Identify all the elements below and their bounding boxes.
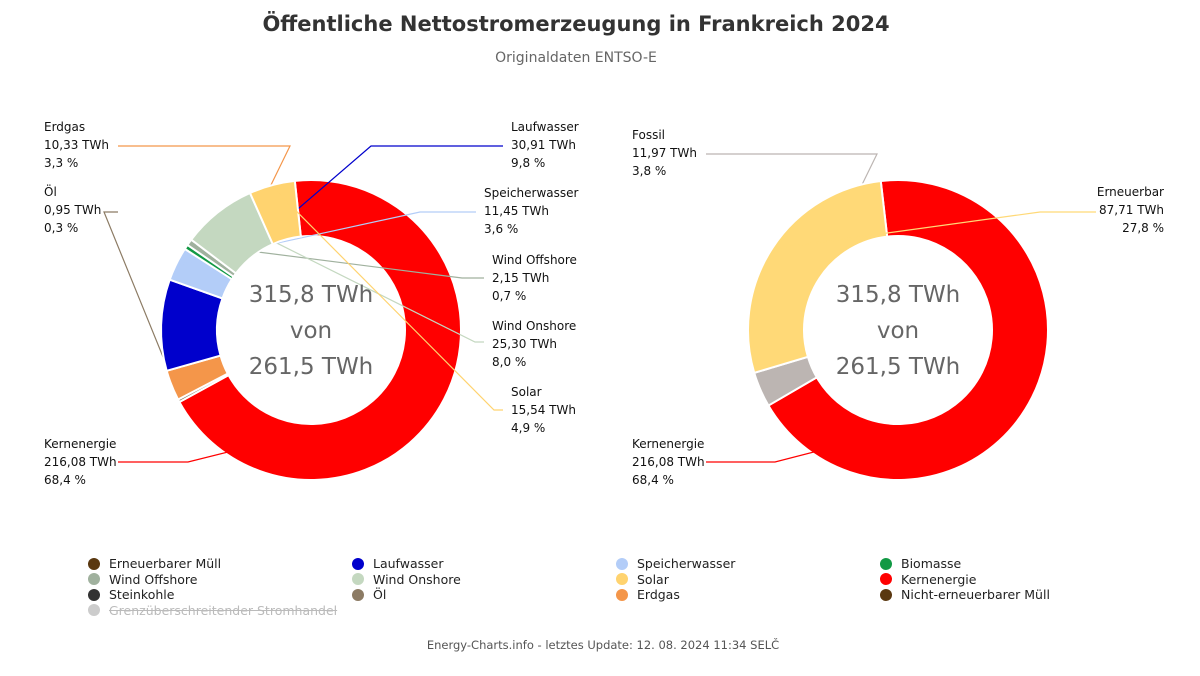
legend-marker-icon bbox=[352, 573, 364, 586]
connector-oel bbox=[103, 211, 182, 401]
slice-kernenergie[interactable] bbox=[767, 179, 1049, 481]
legend-marker-icon bbox=[616, 557, 628, 570]
legend-marker-icon bbox=[88, 557, 100, 570]
footer-update-info: Energy-Charts.info - letztes Update: 12.… bbox=[426, 638, 780, 652]
chart-title: Öffentliche Nettostromerzeugung in Frank… bbox=[262, 12, 890, 36]
legend-marker-icon bbox=[616, 588, 628, 601]
legend: Erneuerbarer Müll Laufwasser Speicherwasse… bbox=[88, 556, 1128, 618]
legend-marker-icon bbox=[88, 573, 100, 586]
data-label-speicherwasser-value-label: 11,45 TWh bbox=[484, 204, 549, 218]
data-label-speicherwasser-percent-label: 3,6 % bbox=[484, 222, 518, 236]
data-label-erdgas-percent-label: 3,3 % bbox=[44, 156, 78, 170]
data-label-erdgas-value-label: 10,33 TWh bbox=[44, 138, 109, 152]
slice-erneuerbar[interactable] bbox=[747, 179, 889, 375]
data-label-fossil-value-label: 11,97 TWh bbox=[632, 146, 697, 160]
data-label-kernenergie-value-label: 216,08 TWh bbox=[632, 455, 705, 469]
legend-marker-icon bbox=[352, 557, 364, 570]
legend-item-erneuerbarer-muell[interactable]: Erneuerbarer Müll bbox=[88, 556, 352, 572]
connector-solar bbox=[272, 186, 503, 411]
connector-wind-onshore bbox=[218, 213, 484, 343]
legend-label: Erdgas bbox=[637, 587, 680, 603]
legend-marker-icon bbox=[880, 557, 892, 570]
legend-item-grenzueberschreitender-stromhandel[interactable]: Grenzüberschreitender Stromhandel bbox=[88, 603, 352, 619]
legend-label: Grenzüberschreitender Stromhandel bbox=[109, 602, 338, 618]
donut-charts: Kernenergie 216,08 TWh 68,4 % Öl 0,95 TWh 0,3… bbox=[44, 120, 1164, 487]
connector-erneuerbar bbox=[774, 211, 1096, 250]
data-label-wind-onshore-name: Wind Onshore bbox=[492, 319, 576, 333]
legend-label: Steinkohle bbox=[109, 587, 175, 603]
slice-solar[interactable] bbox=[248, 179, 302, 246]
slice-kernenergie[interactable] bbox=[178, 179, 462, 481]
data-label-wind-offshore-name: Wind Offshore bbox=[492, 253, 577, 267]
donut-center-text-1: 315,8 TWh bbox=[836, 282, 961, 308]
legend-item-steinkohle[interactable]: Steinkohle bbox=[88, 587, 352, 603]
data-label-solar-percent-label: 4,9 % bbox=[511, 421, 545, 435]
legend-label: Nicht-erneuerbarer Müll bbox=[901, 587, 1050, 603]
legend-item-speicherwasser[interactable]: Speicherwasser bbox=[616, 556, 880, 572]
legend-label: Öl bbox=[373, 587, 387, 603]
data-label-kernenergie-percent-label: 68,4 % bbox=[632, 473, 674, 487]
donut-chart-1: Kernenergie 216,08 TWh 68,4 % Öl 0,95 TWh 0,3… bbox=[44, 120, 579, 487]
legend-label: Wind Onshore bbox=[373, 571, 461, 587]
data-label-kernenergie-percent-label: 68,4 % bbox=[44, 473, 86, 487]
legend-marker-icon bbox=[88, 604, 100, 617]
connector-kernenergie bbox=[118, 397, 443, 463]
data-label-speicherwasser-name: Speicherwasser bbox=[484, 186, 579, 200]
data-label-wind-offshore-value-label: 2,15 TWh bbox=[492, 271, 549, 285]
data-label-laufwasser-percent-label: 9,8 % bbox=[511, 156, 545, 170]
data-label-erneuerbar-name: Erneuerbar bbox=[1097, 185, 1164, 199]
data-label-kernenergie-value-label: 216,08 TWh bbox=[44, 455, 117, 469]
donut-center-text-3: 261,5 TWh bbox=[836, 354, 961, 380]
data-label-laufwasser-value-label: 30,91 TWh bbox=[511, 138, 576, 152]
data-label-fossil-percent-label: 3,8 % bbox=[632, 164, 666, 178]
legend-label: Erneuerbarer Müll bbox=[109, 556, 222, 572]
data-label-wind-onshore-value-label: 25,30 TWh bbox=[492, 337, 557, 351]
data-label-solar-name: Solar bbox=[511, 385, 542, 399]
legend-label: Biomasse bbox=[901, 556, 962, 572]
data-label-oel-value-label: 0,95 TWh bbox=[44, 203, 101, 217]
data-label-erdgas-name: Erdgas bbox=[44, 120, 85, 134]
data-label-laufwasser-name: Laufwasser bbox=[511, 120, 579, 134]
donut-center-text-2: von bbox=[877, 318, 919, 344]
connector-wind-offshore bbox=[190, 242, 484, 279]
donut-center-text-3: 261,5 TWh bbox=[249, 354, 374, 380]
data-label-wind-offshore-percent-label: 0,7 % bbox=[492, 289, 526, 303]
legend-item-biomasse[interactable]: Biomasse bbox=[880, 556, 1128, 572]
legend-marker-icon bbox=[880, 588, 892, 601]
data-label-erneuerbar-percent-label: 27,8 % bbox=[1122, 221, 1164, 235]
data-label-solar-value-label: 15,54 TWh bbox=[511, 403, 576, 417]
legend-item-wind-onshore[interactable]: Wind Onshore bbox=[352, 572, 616, 588]
legend-label: Laufwasser bbox=[373, 556, 444, 572]
donut-chart-2: Kernenergie 216,08 TWh 68,4 % Fossil 11,97 T… bbox=[632, 128, 1164, 487]
data-label-erneuerbar-value-label: 87,71 TWh bbox=[1099, 203, 1164, 217]
legend-item-oel[interactable]: Öl bbox=[352, 587, 616, 603]
connector-kernenergie bbox=[706, 395, 1031, 463]
legend-marker-icon bbox=[616, 573, 628, 586]
chart-subtitle: Originaldaten ENTSO-E bbox=[495, 50, 657, 66]
legend-item-nicht-erneuerbarer-muell[interactable]: Nicht-erneuerbarer Müll bbox=[880, 587, 1128, 603]
legend-item-wind-offshore[interactable]: Wind Offshore bbox=[88, 572, 352, 588]
donut-center-text-2: von bbox=[290, 318, 332, 344]
legend-label: Speicherwasser bbox=[637, 556, 736, 572]
data-label-kernenergie-name: Kernenergie bbox=[632, 437, 704, 451]
legend-item-kernenergie[interactable]: Kernenergie bbox=[880, 572, 1128, 588]
data-label-wind-onshore-percent-label: 8,0 % bbox=[492, 355, 526, 369]
legend-item-solar[interactable]: Solar bbox=[616, 572, 880, 588]
legend-item-laufwasser[interactable]: Laufwasser bbox=[352, 556, 616, 572]
legend-item-erdgas[interactable]: Erdgas bbox=[616, 587, 880, 603]
legend-label: Kernenergie bbox=[901, 571, 977, 587]
legend-marker-icon bbox=[352, 588, 364, 601]
legend-marker-icon bbox=[88, 588, 100, 601]
data-label-oel-name: Öl bbox=[44, 183, 57, 199]
legend-label: Wind Offshore bbox=[109, 571, 198, 587]
legend-label: Solar bbox=[637, 571, 669, 587]
donut-center-text-1: 315,8 TWh bbox=[249, 282, 374, 308]
legend-marker-icon bbox=[880, 573, 892, 586]
data-label-kernenergie-name: Kernenergie bbox=[44, 437, 116, 451]
data-label-fossil-name: Fossil bbox=[632, 128, 665, 142]
data-label-oel-percent-label: 0,3 % bbox=[44, 221, 78, 235]
